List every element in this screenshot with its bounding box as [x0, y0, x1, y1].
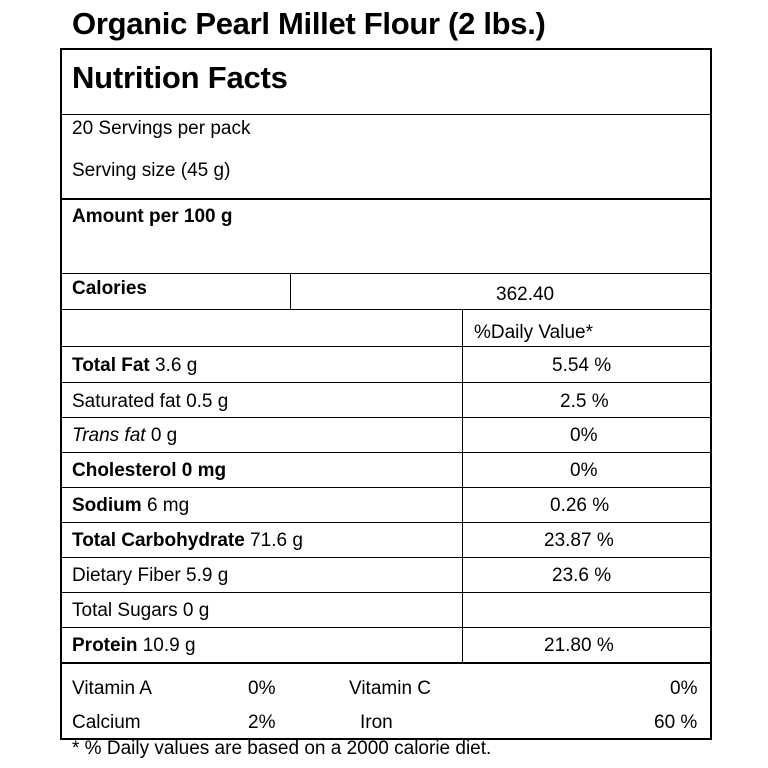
iron-label: Iron: [360, 712, 393, 733]
vitamin-a-value: 0%: [248, 678, 276, 699]
nutrition-facts-label: Nutrition Facts 20 Servings per pack Ser…: [60, 48, 712, 740]
divider: [62, 382, 710, 383]
divider: [62, 346, 710, 347]
nutrient-amount: 0.5 g: [180, 391, 229, 412]
nutrient-cell: Protein 10.9 g: [72, 635, 196, 657]
nutrient-name: Trans fat: [72, 425, 146, 446]
calcium-label: Calcium: [72, 712, 141, 733]
nutrient-dv: 23.87 %: [544, 530, 614, 551]
nutrient-cell: Trans fat 0 g: [72, 425, 177, 447]
nutrient-dv: 23.6 %: [552, 565, 612, 586]
calories-value: 362.40: [496, 284, 555, 305]
serving-size: Serving size (45 g): [72, 160, 231, 181]
nutrient-name: Cholesterol 0 mg: [72, 460, 227, 481]
nutrient-cell: Sodium 6 mg: [72, 495, 189, 517]
vitamin-c-label: Vitamin C: [349, 678, 432, 699]
nutrient-name: Sodium: [72, 495, 142, 516]
nutrient-cell: Saturated fat 0.5 g: [72, 391, 228, 413]
nutrient-dv: 2.5 %: [560, 391, 609, 412]
nutrient-cell: Dietary Fiber 5.9 g: [72, 565, 228, 587]
daily-value-footnote: * % Daily values are based on a 2000 cal…: [72, 738, 492, 759]
divider: [62, 309, 710, 310]
divider: [62, 417, 710, 418]
divider: [62, 662, 710, 664]
divider: [62, 273, 710, 274]
nutrient-amount: 5.9 g: [180, 565, 229, 586]
divider: [62, 522, 710, 523]
daily-value-header: %Daily Value*: [474, 322, 593, 343]
vitamin-c-value: 0%: [670, 678, 698, 699]
divider: [462, 309, 463, 662]
nutrient-dv: 0%: [570, 425, 598, 446]
vitamin-a-label: Vitamin A: [72, 678, 152, 699]
nutrient-amount: 71.6 g: [244, 530, 303, 551]
amount-per-heading: Amount per 100 g: [72, 206, 233, 227]
divider: [290, 273, 291, 309]
divider: [62, 592, 710, 593]
calcium-value: 2%: [248, 712, 276, 733]
nutrient-amount: 0 g: [177, 600, 210, 621]
calories-label: Calories: [72, 278, 147, 299]
nutrient-dv: 21.80 %: [544, 635, 614, 656]
divider: [62, 557, 710, 558]
nutrient-name: Total Sugars: [72, 600, 178, 621]
nutrient-cell: Cholesterol 0 mg: [72, 460, 226, 482]
nutrient-name: Protein: [72, 635, 138, 656]
nutrient-name: Total Carbohydrate: [72, 530, 245, 551]
divider: [62, 487, 710, 488]
nutrient-cell: Total Carbohydrate 71.6 g: [72, 530, 303, 552]
nutrient-dv: 0%: [570, 460, 598, 481]
nutrient-dv: 0.26 %: [550, 495, 610, 516]
servings-per-pack: 20 Servings per pack: [72, 118, 251, 139]
divider: [62, 627, 710, 628]
nutrient-amount: 10.9 g: [137, 635, 196, 656]
iron-value: 60 %: [654, 712, 698, 733]
nutrient-amount: 6 mg: [141, 495, 190, 516]
nutrient-cell: Total Fat 3.6 g: [72, 355, 197, 377]
divider: [62, 198, 710, 200]
nutrition-facts-heading: Nutrition Facts: [72, 60, 288, 95]
product-title: Organic Pearl Millet Flour (2 lbs.): [72, 6, 546, 41]
nutrient-cell: Total Sugars 0 g: [72, 600, 209, 622]
nutrient-dv: 5.54 %: [552, 355, 612, 376]
divider: [62, 452, 710, 453]
nutrient-amount: 3.6 g: [149, 355, 198, 376]
nutrient-name: Dietary Fiber: [72, 565, 181, 586]
nutrient-name: Saturated fat: [72, 391, 181, 412]
nutrient-name: Total Fat: [72, 355, 150, 376]
nutrient-amount: 0 g: [145, 425, 178, 446]
divider: [62, 114, 710, 115]
